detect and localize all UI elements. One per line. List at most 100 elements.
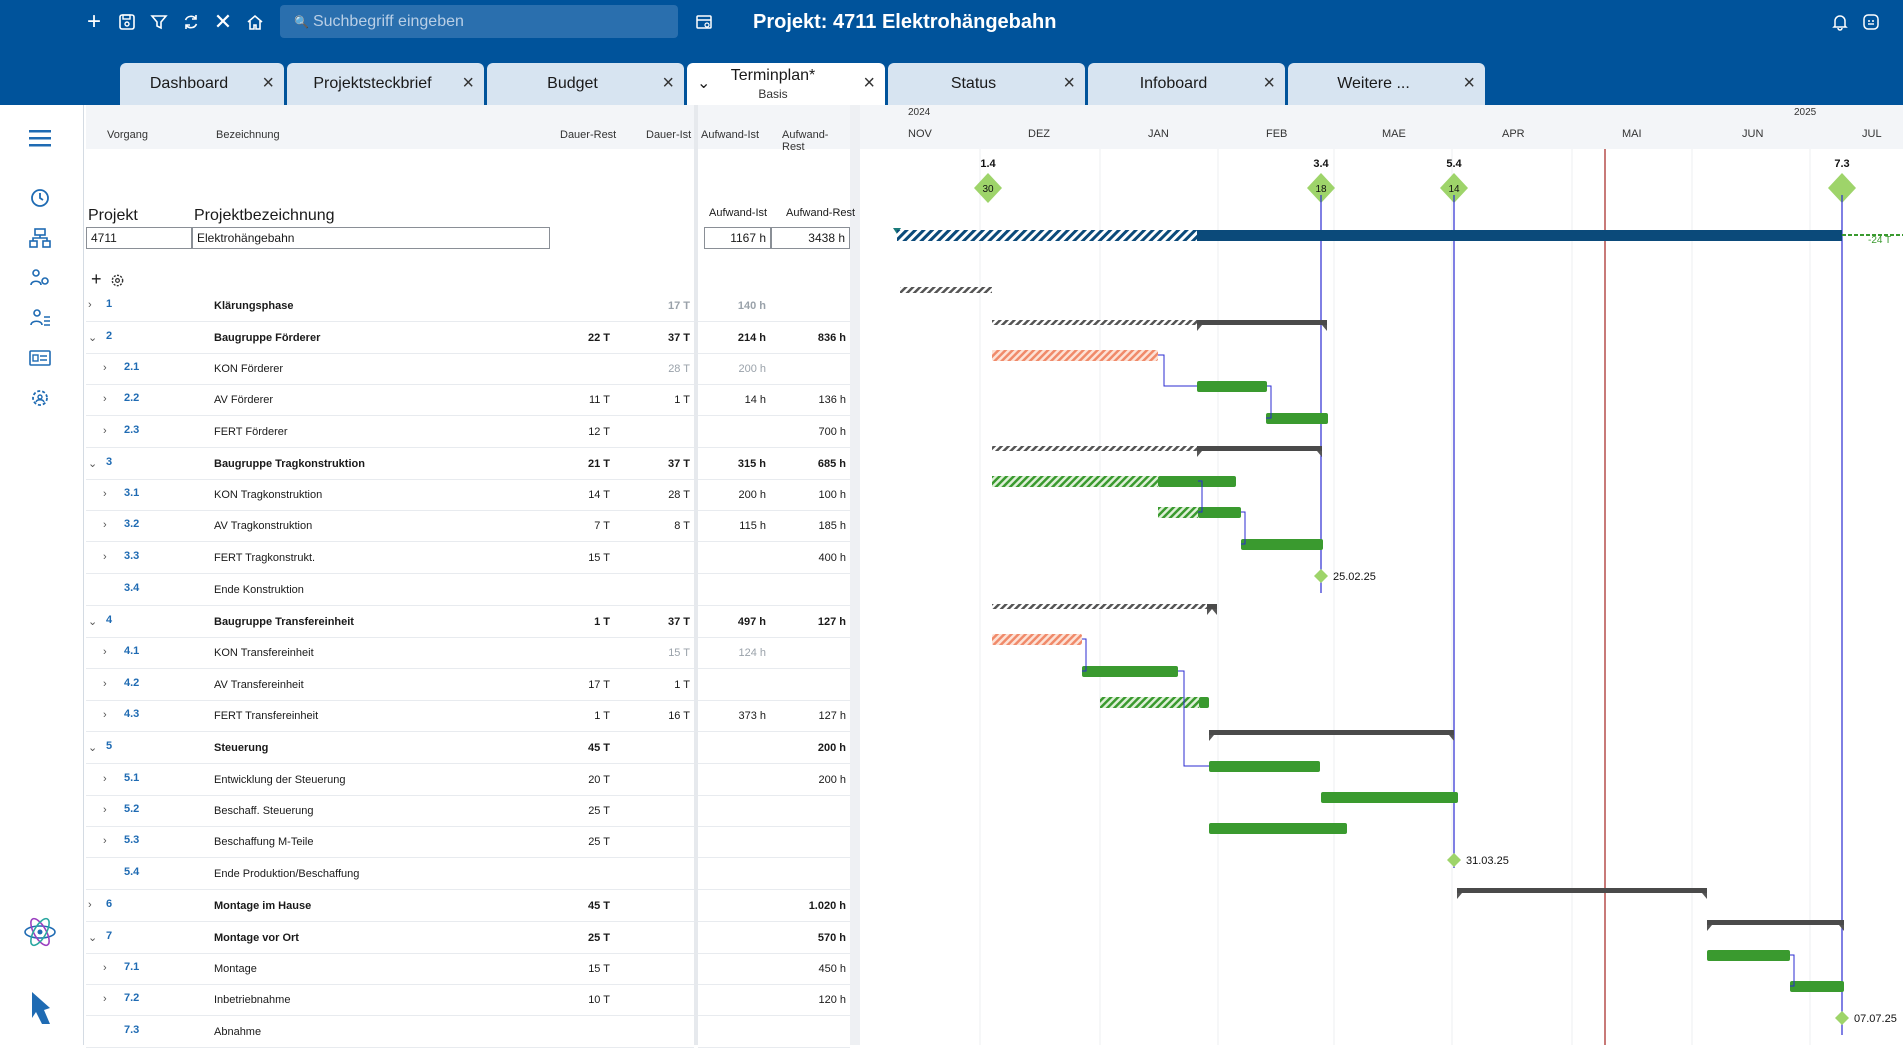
effort-row[interactable]	[698, 796, 850, 827]
expand-toggle-icon[interactable]: ›	[88, 299, 92, 311]
expand-toggle-icon[interactable]: ›	[103, 804, 107, 816]
project-aufwand-rest-field[interactable]: 3438 h	[771, 227, 850, 249]
effort-row[interactable]: 14 h 136 h	[698, 385, 850, 416]
tab-close-icon[interactable]: ×	[1263, 72, 1275, 94]
tab-close-icon[interactable]: ×	[462, 72, 474, 94]
user-icon[interactable]	[1859, 10, 1883, 34]
tab-status[interactable]: Status ×	[888, 63, 1085, 105]
effort-row[interactable]: 124 h	[698, 638, 850, 669]
effort-row[interactable]: 373 h 127 h	[698, 701, 850, 732]
calendar-settings-icon[interactable]	[692, 10, 716, 34]
expand-toggle-icon[interactable]: ⌄	[88, 616, 98, 628]
tab-projektsteckbrief[interactable]: Projektsteckbrief ×	[287, 63, 484, 105]
tab-close-icon[interactable]: ×	[262, 72, 274, 94]
expand-toggle-icon[interactable]: ›	[103, 393, 107, 405]
org-chart-icon[interactable]	[26, 227, 54, 255]
expand-toggle-icon[interactable]: ›	[103, 362, 107, 374]
expand-toggle-icon[interactable]: ›	[103, 519, 107, 531]
tab-weitere[interactable]: Weitere ... ×	[1288, 63, 1485, 105]
table-row[interactable]: › 3.1 KON Tragkonstruktion 14 T 28 T	[86, 480, 694, 511]
effort-row[interactable]: 115 h 185 h	[698, 511, 850, 542]
table-row[interactable]: › 6 Montage im Hause 45 T	[86, 891, 694, 922]
tab-terminplan[interactable]: ⌄ Terminplan* Basis ×	[687, 63, 885, 105]
table-row[interactable]: ⌄ 4 Baugruppe Transfereinheit 1 T 37 T	[86, 607, 694, 638]
expand-toggle-icon[interactable]: ›	[103, 678, 107, 690]
tab-infoboard[interactable]: Infoboard ×	[1088, 63, 1285, 105]
effort-row[interactable]: 200 h 100 h	[698, 480, 850, 511]
tab-close-icon[interactable]: ×	[1463, 72, 1475, 94]
column-header-aufwand-rest[interactable]: Aufwand-Rest	[782, 129, 829, 153]
effort-row[interactable]: 214 h 836 h	[698, 323, 850, 354]
effort-row[interactable]: 315 h 685 h	[698, 449, 850, 480]
effort-row[interactable]	[698, 827, 850, 858]
effort-row[interactable]: 200 h	[698, 354, 850, 385]
close-icon[interactable]: ✕	[213, 9, 233, 34]
bell-icon[interactable]	[1828, 10, 1852, 34]
effort-row[interactable]: 570 h	[698, 923, 850, 954]
expand-toggle-icon[interactable]: ›	[88, 899, 92, 911]
filter-icon[interactable]	[147, 10, 171, 34]
column-header-bezeichnung[interactable]: Bezeichnung	[216, 129, 280, 141]
expand-toggle-icon[interactable]: ›	[103, 835, 107, 847]
effort-row[interactable]: 400 h	[698, 543, 850, 574]
column-header-aufwand-ist[interactable]: Aufwand-Ist	[701, 129, 760, 141]
effort-row[interactable]: 450 h	[698, 954, 850, 985]
expand-toggle-icon[interactable]: ⌄	[88, 458, 98, 470]
effort-row[interactable]: 700 h	[698, 417, 850, 448]
tab-close-icon[interactable]: ×	[1063, 72, 1075, 94]
effort-row[interactable]: 120 h	[698, 985, 850, 1016]
table-row[interactable]: › 2.3 FERT Förderer 12 T	[86, 417, 694, 448]
tab-close-icon[interactable]: ×	[662, 72, 674, 94]
expand-toggle-icon[interactable]: ›	[103, 646, 107, 658]
people-settings-icon[interactable]	[26, 267, 54, 295]
menu-icon[interactable]	[26, 127, 54, 155]
home-icon[interactable]	[243, 10, 267, 34]
effort-row[interactable]: 497 h 127 h	[698, 607, 850, 638]
project-id-field[interactable]: 4711	[86, 227, 192, 249]
search-input[interactable]: 🔍 Suchbegriff eingeben	[280, 5, 678, 38]
table-row[interactable]: › 1 Klärungsphase 17 T	[86, 291, 694, 322]
expand-toggle-icon[interactable]: ⌄	[88, 332, 98, 344]
effort-row[interactable]: 1.020 h	[698, 891, 850, 922]
effort-row[interactable]: 140 h	[698, 291, 850, 322]
table-row[interactable]: › 3.2 AV Tragkonstruktion 7 T 8 T	[86, 511, 694, 542]
id-card-icon[interactable]	[26, 347, 54, 375]
gear-user-icon[interactable]	[26, 387, 54, 415]
table-row[interactable]: › 2.2 AV Förderer 11 T 1 T	[86, 385, 694, 416]
effort-row[interactable]	[698, 1017, 850, 1048]
history-icon[interactable]	[26, 187, 54, 215]
expand-toggle-icon[interactable]: ›	[103, 962, 107, 974]
refresh-icon[interactable]	[179, 10, 203, 34]
settings-gear-icon[interactable]	[110, 273, 125, 293]
effort-row[interactable]	[698, 575, 850, 606]
effort-row[interactable]	[698, 670, 850, 701]
add-task-icon[interactable]: +	[91, 269, 102, 289]
project-name-field[interactable]: Elektrohängebahn	[192, 227, 550, 249]
table-row[interactable]: › 2.1 KON Förderer 28 T	[86, 354, 694, 385]
table-row[interactable]: › 5.1 Entwicklung der Steuerung 20 T	[86, 765, 694, 796]
table-row[interactable]: ⌄ 2 Baugruppe Förderer 22 T 37 T	[86, 323, 694, 354]
effort-row[interactable]: 200 h	[698, 765, 850, 796]
people-list-icon[interactable]	[26, 307, 54, 335]
table-row[interactable]: › 4.3 FERT Transfereinheit 1 T 16 T	[86, 701, 694, 732]
column-header-dauer-ist[interactable]: Dauer-Ist	[646, 129, 692, 141]
tab-budget[interactable]: Budget ×	[487, 63, 684, 105]
save-icon[interactable]	[115, 10, 139, 34]
atom-logo-icon[interactable]	[23, 915, 57, 949]
table-row[interactable]: 3.4 Ende Konstruktion	[86, 575, 694, 606]
table-row[interactable]: › 5.2 Beschaff. Steuerung 25 T	[86, 796, 694, 827]
expand-toggle-icon[interactable]: ›	[103, 488, 107, 500]
table-row[interactable]: › 4.2 AV Transfereinheit 17 T 1 T	[86, 670, 694, 701]
table-row[interactable]: › 5.3 Beschaffung M-Teile 25 T	[86, 827, 694, 858]
effort-row[interactable]	[698, 859, 850, 890]
project-aufwand-ist-field[interactable]: 1167 h	[704, 227, 771, 249]
table-row[interactable]: 7.3 Abnahme	[86, 1017, 694, 1048]
splitter-left[interactable]	[694, 105, 698, 1045]
expand-toggle-icon[interactable]: ›	[103, 773, 107, 785]
effort-row[interactable]: 200 h	[698, 733, 850, 764]
table-row[interactable]: › 4.1 KON Transfereinheit 15 T	[86, 638, 694, 669]
expand-toggle-icon[interactable]: ›	[103, 709, 107, 721]
expand-toggle-icon[interactable]: ›	[103, 551, 107, 563]
expand-toggle-icon[interactable]: ⌄	[88, 932, 98, 944]
table-row[interactable]: › 7.1 Montage 15 T	[86, 954, 694, 985]
